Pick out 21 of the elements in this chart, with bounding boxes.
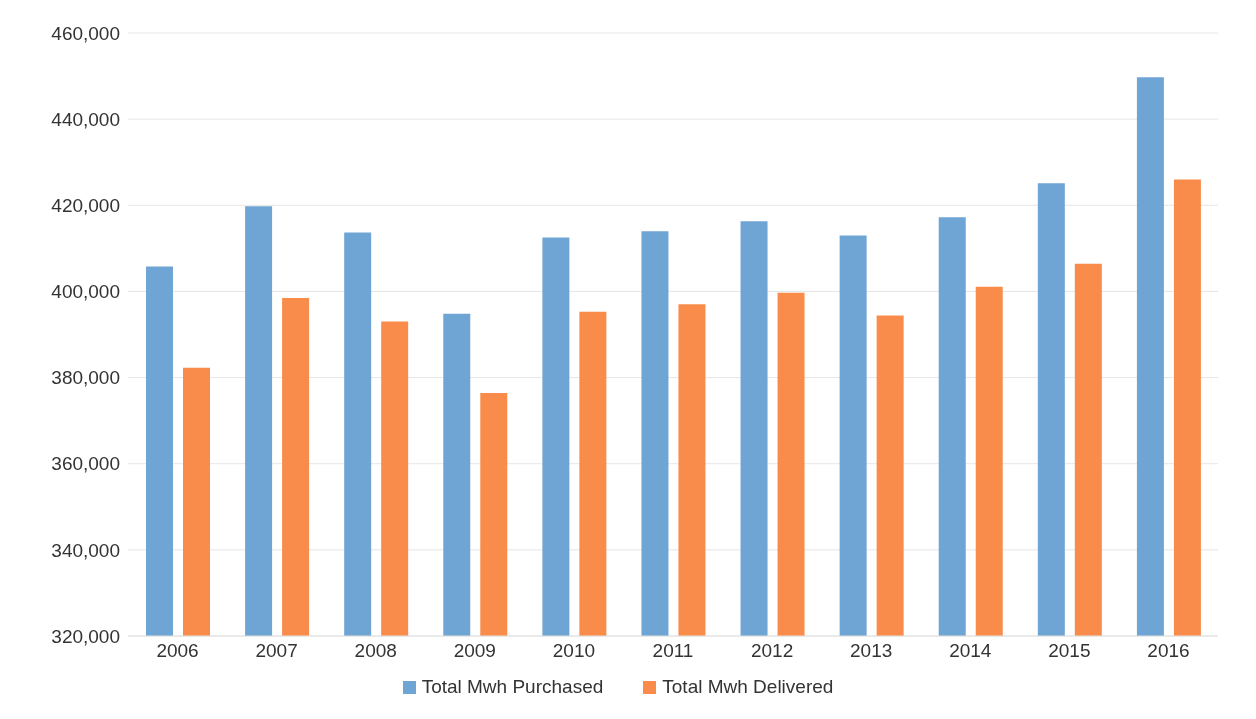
y-tick-label: 460,000	[51, 22, 120, 44]
y-tick-label: 400,000	[51, 281, 120, 303]
legend-label: Total Mwh Purchased	[421, 676, 604, 698]
y-tick-label: 320,000	[51, 625, 120, 647]
y-tick-label: 340,000	[51, 539, 120, 561]
x-tick-label: 2014	[949, 640, 992, 662]
y-tick-label: 420,000	[51, 195, 120, 217]
x-tick-label: 2009	[453, 640, 496, 662]
y-tick-label: 440,000	[51, 108, 120, 130]
y-tick-label: 380,000	[51, 367, 120, 389]
x-tick-label: 2012	[750, 640, 794, 662]
x-tick-label: 2006	[156, 640, 199, 662]
x-tick-label: 2013	[850, 640, 893, 662]
x-tick-label: 2011	[652, 640, 694, 662]
x-tick-label: 2015	[1048, 640, 1091, 662]
x-tick-label: 2010	[552, 640, 596, 662]
legend-label: Total Mwh Delivered	[662, 676, 834, 698]
x-tick-label: 2008	[354, 640, 397, 662]
x-tick-label: 2016	[1147, 640, 1190, 662]
x-tick-label: 2007	[255, 640, 298, 662]
y-tick-label: 360,000	[51, 453, 120, 475]
